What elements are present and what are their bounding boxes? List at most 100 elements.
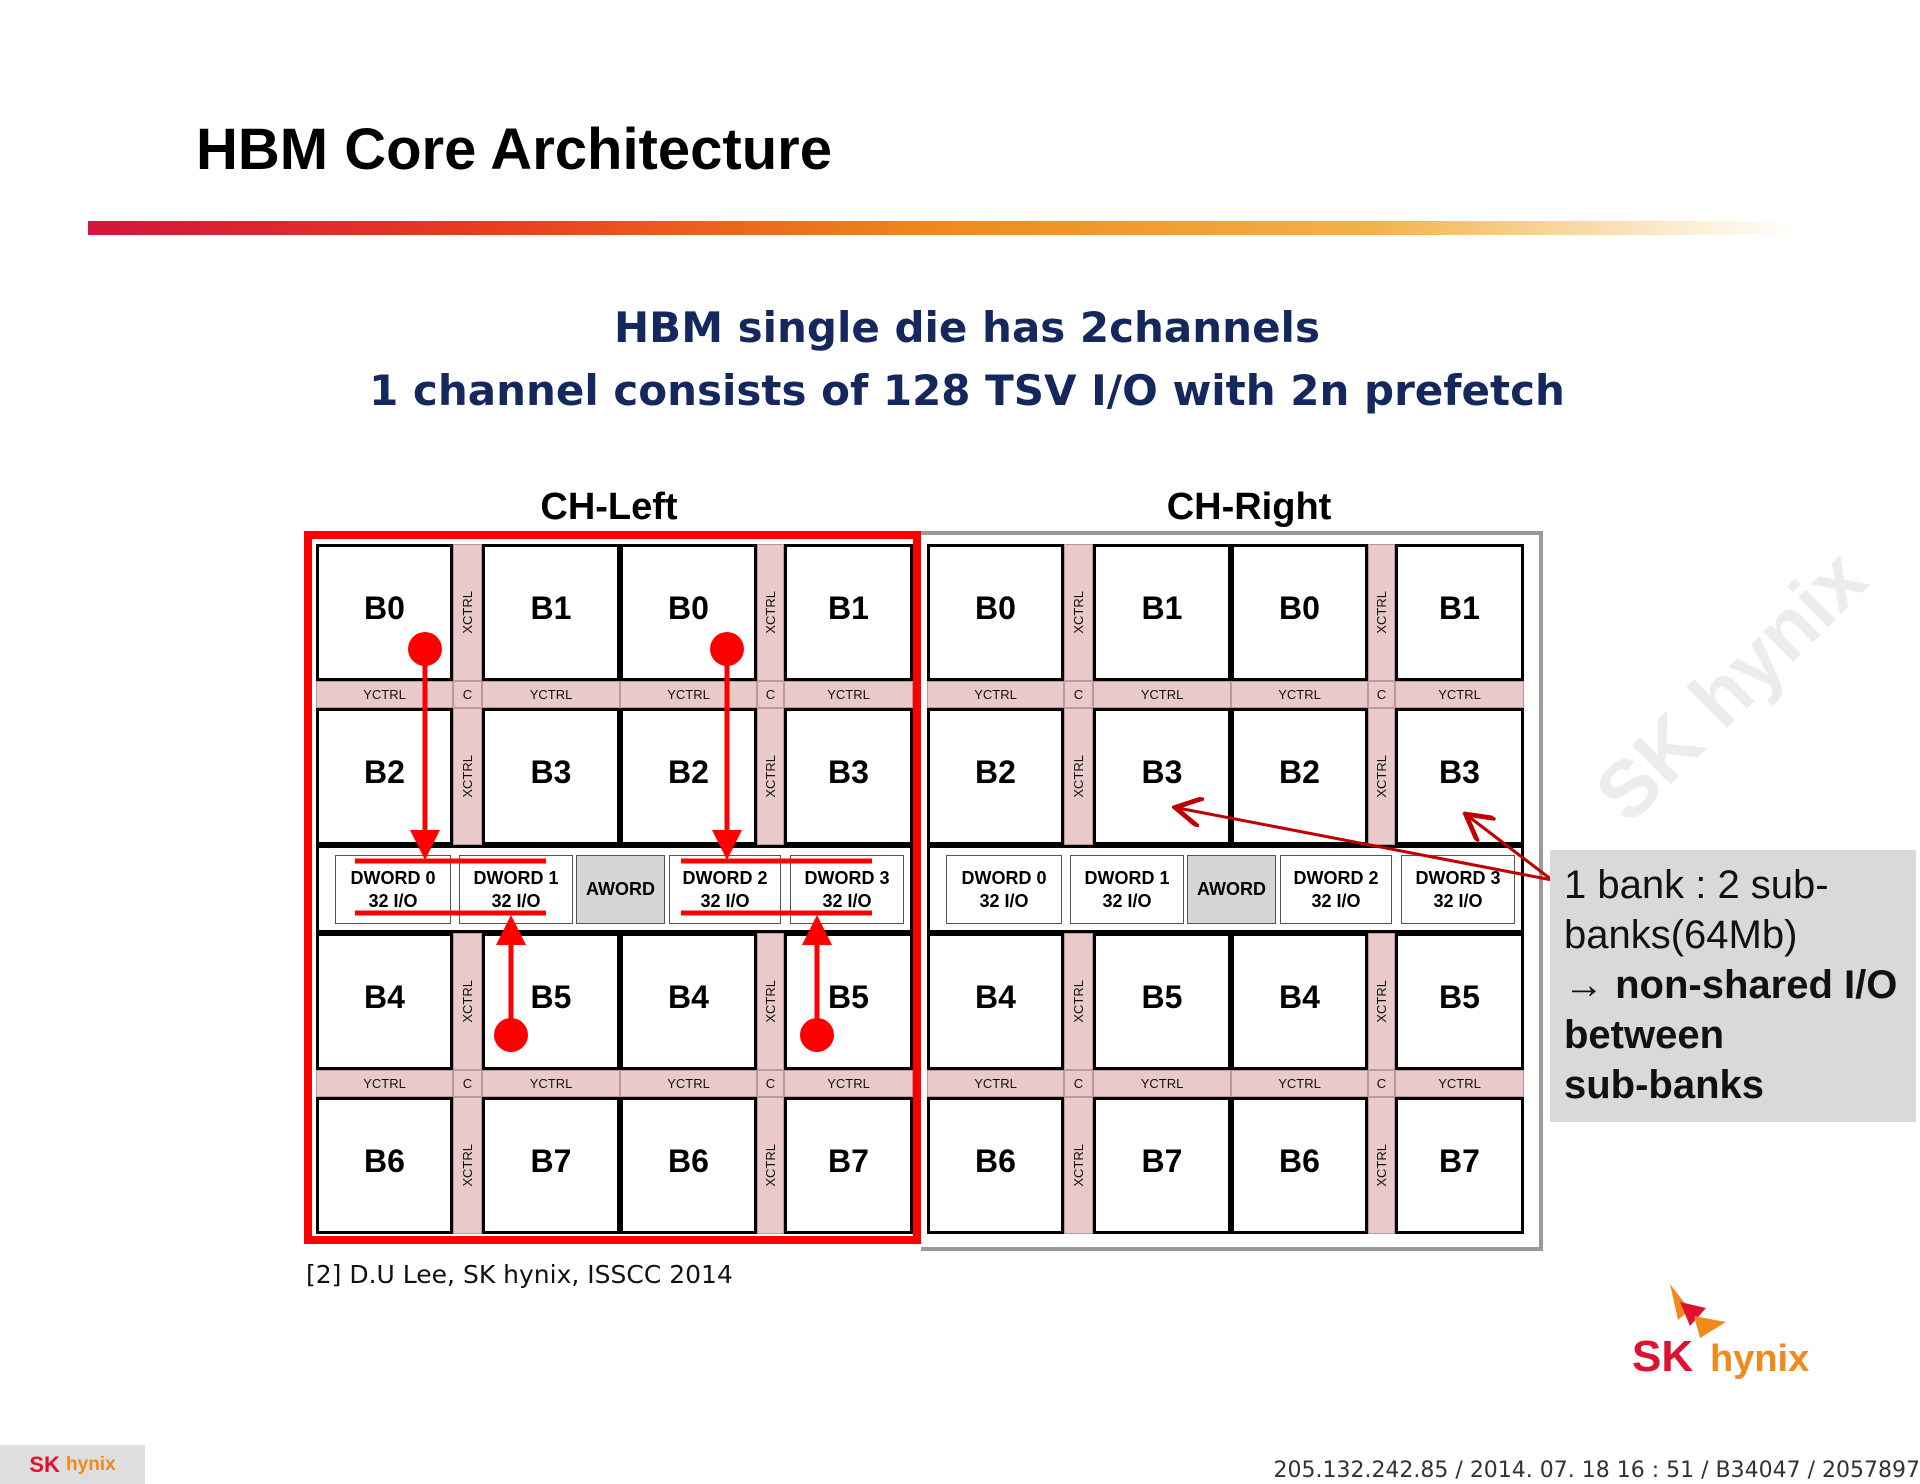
bank-cell: B5 xyxy=(1093,933,1231,1070)
bank-cell: B5 xyxy=(482,933,620,1070)
xctrl-strip: XCTRL xyxy=(1368,933,1395,1070)
xctrl-strip: XCTRL xyxy=(1368,1097,1395,1234)
xctrl-strip: XCTRL xyxy=(1064,544,1093,681)
footer-stamp: 205.132.242.85 / 2014. 07. 18 16 : 51 / … xyxy=(1273,1458,1920,1483)
xctrl-strip: XCTRL xyxy=(757,708,784,845)
c-block: C xyxy=(1368,681,1395,708)
yctrl-strip: YCTRL xyxy=(316,681,453,708)
title-divider xyxy=(88,221,1800,235)
sub-bank-callout: 1 bank : 2 sub-banks(64Mb) → non-shared … xyxy=(1550,850,1916,1122)
xctrl-strip: XCTRL xyxy=(453,933,482,1070)
yctrl-strip: YCTRL xyxy=(1231,1070,1368,1097)
xctrl-strip: XCTRL xyxy=(1064,1097,1093,1234)
xctrl-label: XCTRL xyxy=(460,755,475,798)
sk-hynix-logo: SK hynix xyxy=(1628,1280,1818,1390)
yctrl-strip: YCTRL xyxy=(1395,681,1524,708)
bank-cell: B5 xyxy=(1395,933,1524,1070)
xctrl-label: XCTRL xyxy=(763,1144,778,1187)
bank-cell: B7 xyxy=(1395,1097,1524,1234)
dword-block: DWORD 0 32 I/O xyxy=(946,855,1062,924)
yctrl-strip: YCTRL xyxy=(482,1070,620,1097)
bank-cell: B7 xyxy=(482,1097,620,1234)
bank-cell: B4 xyxy=(927,933,1064,1070)
dword-block: DWORD 3 32 I/O xyxy=(1401,855,1515,924)
bank-cell: B1 xyxy=(784,544,913,681)
bank-cell: B6 xyxy=(1231,1097,1368,1234)
bank-cell: B4 xyxy=(316,933,453,1070)
xctrl-strip: XCTRL xyxy=(1368,708,1395,845)
yctrl-strip: YCTRL xyxy=(1093,681,1231,708)
c-block: C xyxy=(453,1070,482,1097)
xctrl-label: XCTRL xyxy=(460,980,475,1023)
xctrl-strip: XCTRL xyxy=(1064,708,1093,845)
dword-block: DWORD 3 32 I/O xyxy=(790,855,904,924)
channel-left-grid: B0 B1 B0 B1 XCTRL XCTRL B2 B3 B2 B3 XCTRL XCTRL B4 B5… xyxy=(316,544,913,1234)
xctrl-label: XCTRL xyxy=(763,755,778,798)
c-block: C xyxy=(757,1070,784,1097)
bank-cell: B1 xyxy=(1395,544,1524,681)
bank-cell: B6 xyxy=(620,1097,757,1234)
xctrl-strip: XCTRL xyxy=(453,544,482,681)
watermark: SK hynix xyxy=(1578,533,1884,839)
yctrl-strip: YCTRL xyxy=(784,1070,913,1097)
xctrl-label: XCTRL xyxy=(1071,1144,1086,1187)
xctrl-strip: XCTRL xyxy=(757,544,784,681)
bank-cell: B3 xyxy=(784,708,913,845)
c-block: C xyxy=(757,681,784,708)
subtitle-line-1: HBM single die has 2channels xyxy=(614,303,1320,352)
channel-left-label: CH-Left xyxy=(540,486,678,528)
channel-right-frame xyxy=(921,531,1543,1251)
xctrl-strip: XCTRL xyxy=(1368,544,1395,681)
dword-block: DWORD 0 32 I/O xyxy=(335,855,451,924)
xctrl-label: XCTRL xyxy=(1374,591,1389,634)
bank-cell: B4 xyxy=(1231,933,1368,1070)
yctrl-strip: YCTRL xyxy=(784,681,913,708)
c-block: C xyxy=(1064,681,1093,708)
yctrl-strip: YCTRL xyxy=(927,1070,1064,1097)
dword-block: DWORD 2 32 I/O xyxy=(669,855,781,924)
c-block: C xyxy=(1368,1070,1395,1097)
bank-cell: B5 xyxy=(784,933,913,1070)
yctrl-strip: YCTRL xyxy=(482,681,620,708)
bank-cell: B3 xyxy=(1395,708,1524,845)
footer-logo: SK hynix xyxy=(0,1445,145,1484)
xctrl-label: XCTRL xyxy=(460,1144,475,1187)
xctrl-label: XCTRL xyxy=(1374,980,1389,1023)
bank-cell: B3 xyxy=(1093,708,1231,845)
xctrl-label: XCTRL xyxy=(460,591,475,634)
page-title: HBM Core Architecture xyxy=(196,117,832,182)
bank-cell: B1 xyxy=(1093,544,1231,681)
xctrl-strip: XCTRL xyxy=(757,933,784,1070)
c-block: C xyxy=(453,681,482,708)
logo-hynix: hynix xyxy=(1710,1338,1810,1380)
yctrl-strip: YCTRL xyxy=(927,681,1064,708)
bank-cell: B3 xyxy=(482,708,620,845)
bank-cell: B0 xyxy=(1231,544,1368,681)
bank-cell: B6 xyxy=(927,1097,1064,1234)
yctrl-strip: YCTRL xyxy=(1093,1070,1231,1097)
xctrl-label: XCTRL xyxy=(1071,755,1086,798)
bank-cell: B4 xyxy=(620,933,757,1070)
yctrl-strip: YCTRL xyxy=(620,1070,757,1097)
bank-cell: B0 xyxy=(620,544,757,681)
bank-cell: B2 xyxy=(316,708,453,845)
bank-cell: B7 xyxy=(1093,1097,1231,1234)
bank-cell: B0 xyxy=(316,544,453,681)
xctrl-strip: XCTRL xyxy=(757,1097,784,1234)
dword-block: DWORD 2 32 I/O xyxy=(1280,855,1392,924)
callout-line-2: → non-shared I/O between xyxy=(1564,963,1898,1057)
bank-cell: B7 xyxy=(784,1097,913,1234)
dword-block: DWORD 1 32 I/O xyxy=(1070,855,1184,924)
callout-line-3: sub-banks xyxy=(1564,1063,1765,1107)
logo-sk: SK xyxy=(1632,1332,1694,1381)
dword-block: DWORD 1 32 I/O xyxy=(459,855,573,924)
yctrl-strip: YCTRL xyxy=(620,681,757,708)
xctrl-strip: XCTRL xyxy=(453,1097,482,1234)
xctrl-label: XCTRL xyxy=(1071,980,1086,1023)
c-block: C xyxy=(1064,1070,1093,1097)
xctrl-label: XCTRL xyxy=(763,980,778,1023)
channel-right-label: CH-Right xyxy=(1166,486,1332,528)
subtitle-line-2: 1 channel consists of 128 TSV I/O with 2… xyxy=(369,366,1565,415)
citation: [2] D.U Lee, SK hynix, ISSCC 2014 xyxy=(306,1260,733,1289)
aword-block: AWORD xyxy=(576,855,665,924)
